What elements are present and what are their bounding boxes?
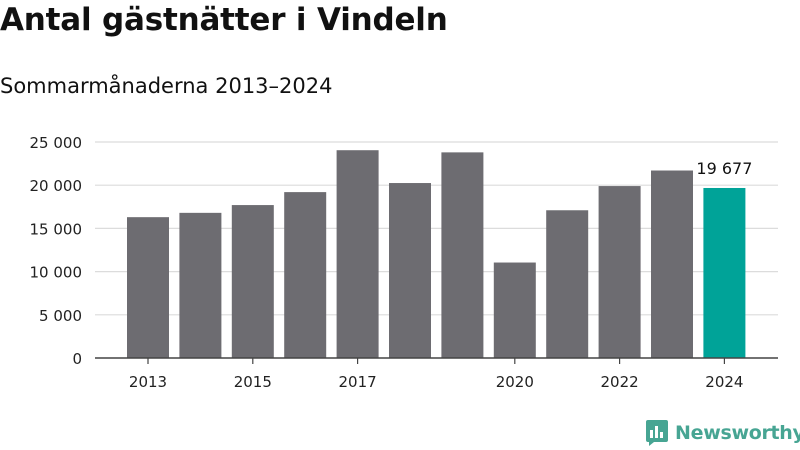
x-tick-label: 2022	[601, 373, 639, 391]
x-tick-label: 2013	[129, 373, 167, 391]
y-tick-label: 0	[72, 350, 82, 368]
x-tick-label: 2024	[705, 373, 743, 391]
bar-2018	[389, 183, 431, 358]
newsworthy-logo: Newsworthy	[645, 419, 800, 447]
y-tick-label: 5 000	[39, 307, 82, 325]
bar-2020	[493, 262, 536, 358]
newsworthy-logo-text: Newsworthy	[675, 422, 800, 444]
chart-subtitle: Sommarmånaderna 2013–2024	[0, 74, 333, 98]
bar-2023	[651, 170, 693, 358]
bar-2014	[179, 212, 222, 358]
newsworthy-logo-icon	[646, 420, 668, 446]
y-tick-label: 25 000	[30, 134, 83, 152]
bar-2022	[598, 186, 641, 358]
data-label: 19 677	[696, 159, 752, 178]
chart-title: Antal gästnätter i Vindeln	[0, 2, 448, 38]
bar-chart: 0 5 000 10 000 15 000 20 000 25 000 2013 2015 20…	[30, 134, 778, 391]
x-tick-label: 2015	[234, 373, 272, 391]
y-tick-label: 10 000	[30, 264, 83, 282]
bar-2024	[703, 187, 746, 358]
y-tick-label: 20 000	[30, 177, 83, 195]
y-tick-label: 15 000	[30, 220, 83, 238]
bar-2019	[441, 152, 484, 358]
bar-2015	[231, 205, 274, 358]
bar-2016	[284, 192, 327, 358]
bar-2021	[546, 210, 589, 358]
bar-2017	[336, 150, 379, 358]
x-tick-label: 2020	[496, 373, 534, 391]
bar-2013	[127, 217, 169, 358]
x-tick-label: 2017	[339, 373, 377, 391]
